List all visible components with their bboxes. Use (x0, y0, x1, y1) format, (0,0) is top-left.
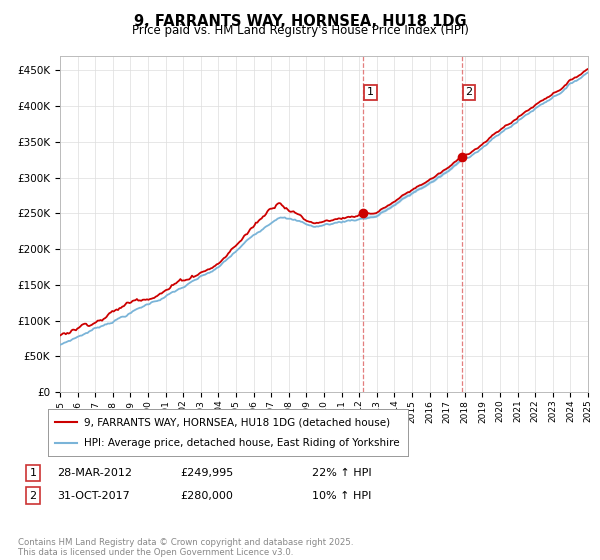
Text: 9, FARRANTS WAY, HORNSEA, HU18 1DG: 9, FARRANTS WAY, HORNSEA, HU18 1DG (134, 14, 466, 29)
Text: 2: 2 (466, 87, 472, 97)
Text: 22% ↑ HPI: 22% ↑ HPI (312, 468, 371, 478)
Text: 1: 1 (367, 87, 374, 97)
Text: Price paid vs. HM Land Registry's House Price Index (HPI): Price paid vs. HM Land Registry's House … (131, 24, 469, 36)
Text: 2: 2 (29, 491, 37, 501)
Text: 31-OCT-2017: 31-OCT-2017 (57, 491, 130, 501)
Text: 9, FARRANTS WAY, HORNSEA, HU18 1DG (detached house): 9, FARRANTS WAY, HORNSEA, HU18 1DG (deta… (84, 417, 390, 427)
Text: £249,995: £249,995 (180, 468, 233, 478)
Text: 28-MAR-2012: 28-MAR-2012 (57, 468, 132, 478)
Text: £280,000: £280,000 (180, 491, 233, 501)
Text: Contains HM Land Registry data © Crown copyright and database right 2025.
This d: Contains HM Land Registry data © Crown c… (18, 538, 353, 557)
Text: HPI: Average price, detached house, East Riding of Yorkshire: HPI: Average price, detached house, East… (84, 438, 400, 448)
Text: 1: 1 (29, 468, 37, 478)
Text: 10% ↑ HPI: 10% ↑ HPI (312, 491, 371, 501)
